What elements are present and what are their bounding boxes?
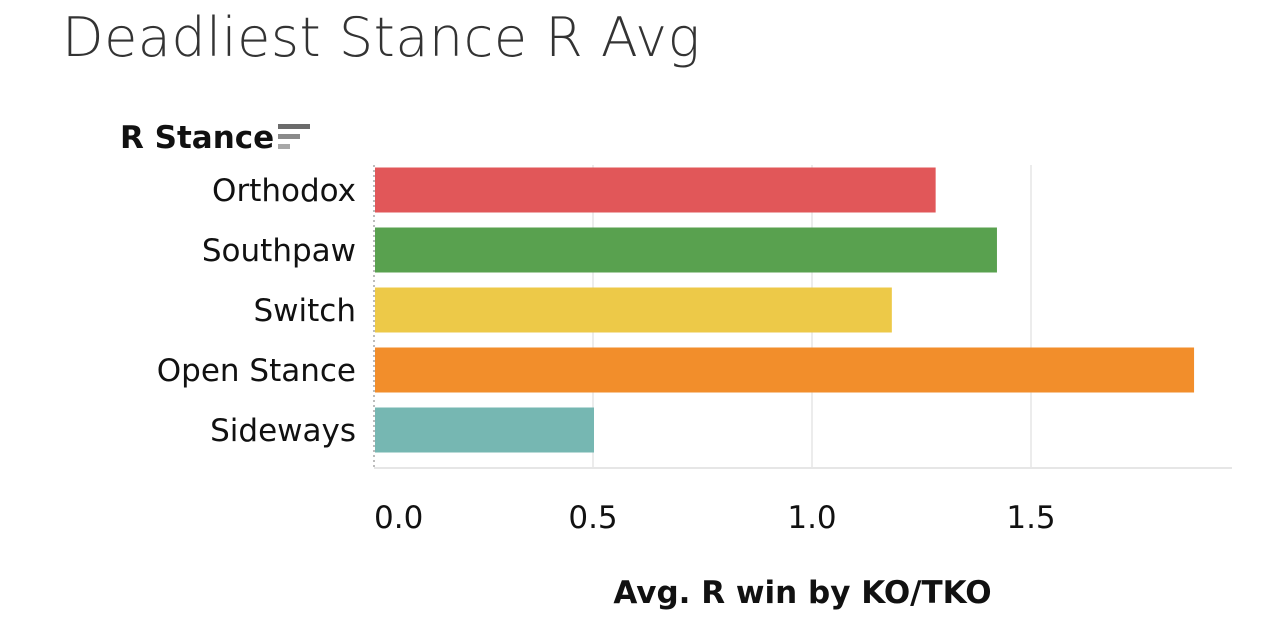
x-axis-title: Avg. R win by KO/TKO <box>613 575 992 611</box>
chart-title: Deadliest Stance R Avg <box>62 6 701 69</box>
category-label: Sideways <box>210 413 356 449</box>
row-header-r-stance[interactable]: R Stance <box>120 120 275 156</box>
bar-open-stance[interactable] <box>375 347 1195 393</box>
category-label: Open Stance <box>157 353 356 389</box>
x-tick-label: 1.0 <box>787 500 836 536</box>
category-labels: Orthodox Southpaw Switch Open Stance Sideway… <box>157 173 356 449</box>
bar-orthodox[interactable] <box>375 167 936 213</box>
category-label: Orthodox <box>212 173 356 209</box>
sort-descending-icon[interactable] <box>278 122 312 152</box>
bar-switch[interactable] <box>375 287 892 333</box>
x-axis-ticks: 0.0 0.5 1.0 1.5 <box>374 500 1056 536</box>
bars <box>375 167 1195 453</box>
x-tick-label: 1.5 <box>1006 500 1055 536</box>
category-label: Southpaw <box>202 233 356 269</box>
x-tick-label: 0.5 <box>568 500 617 536</box>
bar-southpaw[interactable] <box>375 227 997 273</box>
category-label: Switch <box>254 293 357 329</box>
bar-sideways[interactable] <box>375 407 594 453</box>
x-tick-label: 0.0 <box>374 500 423 536</box>
